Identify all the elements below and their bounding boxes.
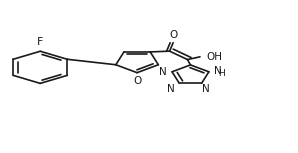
- Text: N: N: [167, 84, 175, 94]
- Text: N: N: [202, 84, 210, 94]
- Text: O: O: [169, 30, 177, 40]
- Text: H: H: [218, 69, 225, 78]
- Text: OH: OH: [207, 52, 223, 62]
- Text: N: N: [214, 66, 222, 76]
- Text: N: N: [159, 67, 167, 77]
- Text: F: F: [37, 37, 44, 47]
- Text: O: O: [133, 76, 141, 86]
